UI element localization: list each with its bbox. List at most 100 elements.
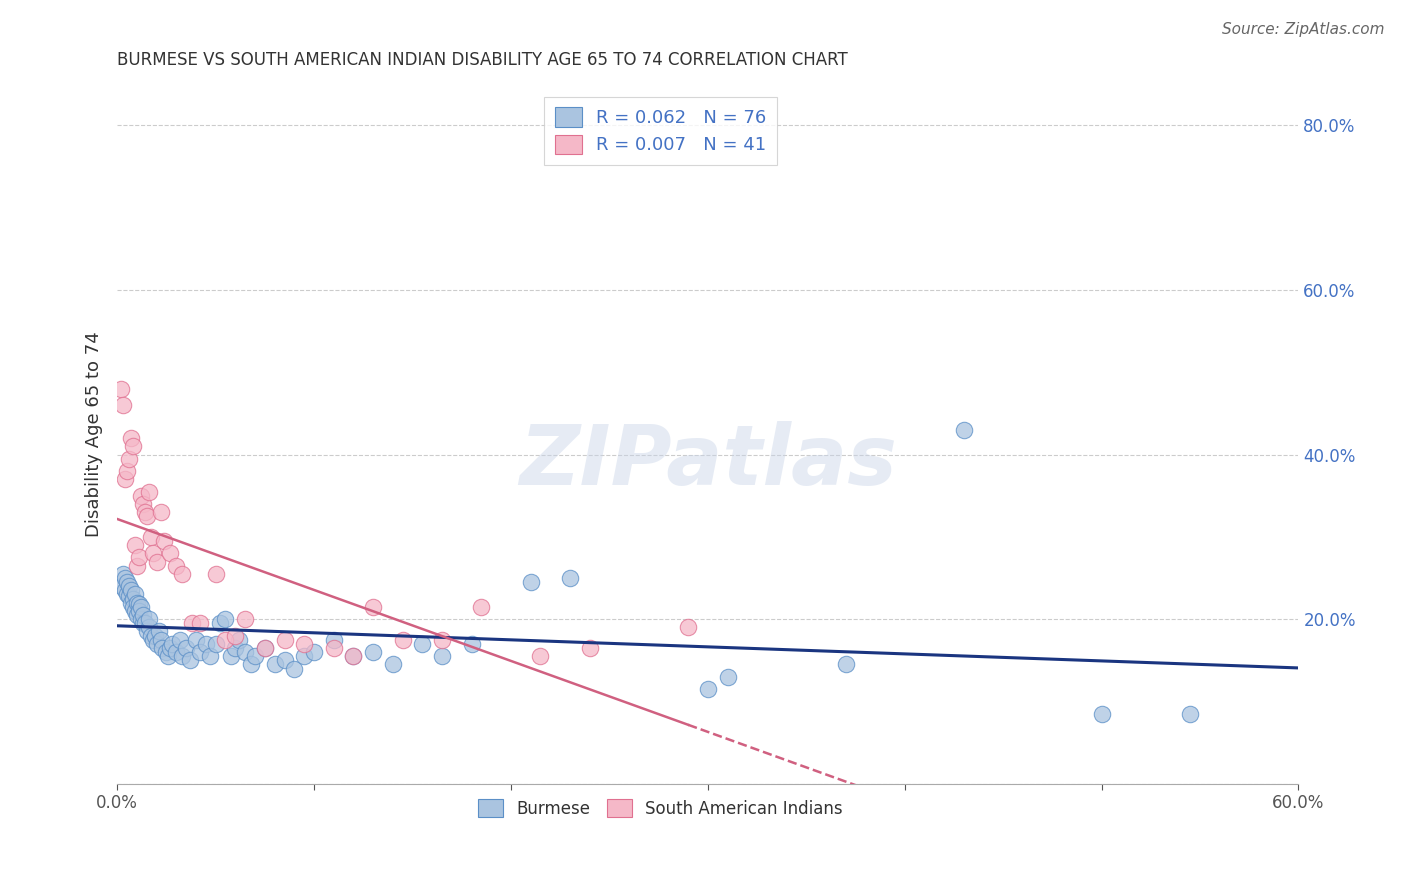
- Point: [143, 629, 166, 643]
- Point: [152, 640, 174, 655]
- Point: [240, 657, 263, 672]
- Point: [145, 554, 167, 568]
- Point: [233, 612, 256, 626]
- Point: [149, 505, 172, 519]
- Point: [134, 505, 156, 519]
- Point: [129, 612, 152, 626]
- Point: [253, 640, 276, 655]
- Point: [112, 566, 135, 581]
- Point: [120, 431, 142, 445]
- Point: [204, 566, 226, 581]
- Point: [112, 398, 135, 412]
- Point: [292, 649, 315, 664]
- Y-axis label: Disability Age 65 to 74: Disability Age 65 to 74: [86, 331, 103, 537]
- Point: [159, 640, 181, 655]
- Point: [132, 607, 155, 622]
- Point: [134, 616, 156, 631]
- Point: [149, 632, 172, 647]
- Point: [411, 637, 433, 651]
- Point: [214, 612, 236, 626]
- Point: [558, 571, 581, 585]
- Point: [128, 550, 150, 565]
- Point: [129, 599, 152, 614]
- Point: [162, 637, 184, 651]
- Point: [120, 596, 142, 610]
- Legend: Burmese, South American Indians: Burmese, South American Indians: [471, 792, 849, 824]
- Point: [263, 657, 285, 672]
- Point: [110, 579, 132, 593]
- Point: [179, 653, 201, 667]
- Point: [169, 632, 191, 647]
- Point: [381, 657, 404, 672]
- Point: [292, 637, 315, 651]
- Point: [676, 620, 699, 634]
- Point: [142, 632, 165, 647]
- Point: [145, 637, 167, 651]
- Point: [155, 645, 177, 659]
- Point: [391, 632, 413, 647]
- Point: [952, 423, 974, 437]
- Point: [118, 579, 141, 593]
- Point: [273, 632, 295, 647]
- Point: [228, 632, 250, 647]
- Point: [114, 571, 136, 585]
- Point: [1180, 706, 1202, 721]
- Point: [135, 624, 157, 639]
- Point: [696, 682, 718, 697]
- Point: [125, 596, 148, 610]
- Point: [430, 649, 453, 664]
- Point: [135, 509, 157, 524]
- Text: BURMESE VS SOUTH AMERICAN INDIAN DISABILITY AGE 65 TO 74 CORRELATION CHART: BURMESE VS SOUTH AMERICAN INDIAN DISABIL…: [117, 51, 848, 69]
- Point: [224, 629, 246, 643]
- Point: [716, 670, 738, 684]
- Point: [138, 484, 160, 499]
- Point: [430, 632, 453, 647]
- Point: [188, 616, 211, 631]
- Point: [138, 612, 160, 626]
- Point: [124, 604, 146, 618]
- Point: [322, 640, 344, 655]
- Point: [120, 583, 142, 598]
- Point: [125, 607, 148, 622]
- Point: [122, 591, 145, 606]
- Point: [204, 637, 226, 651]
- Point: [114, 583, 136, 598]
- Point: [165, 645, 187, 659]
- Point: [322, 632, 344, 647]
- Point: [302, 645, 325, 659]
- Point: [208, 616, 231, 631]
- Point: [157, 649, 180, 664]
- Text: Source: ZipAtlas.com: Source: ZipAtlas.com: [1222, 22, 1385, 37]
- Point: [470, 599, 492, 614]
- Point: [460, 637, 482, 651]
- Point: [214, 632, 236, 647]
- Point: [283, 661, 305, 675]
- Point: [221, 649, 243, 664]
- Point: [115, 575, 138, 590]
- Point: [172, 649, 194, 664]
- Point: [243, 649, 266, 664]
- Point: [122, 599, 145, 614]
- Point: [132, 497, 155, 511]
- Point: [184, 632, 207, 647]
- Point: [273, 653, 295, 667]
- Point: [519, 575, 541, 590]
- Point: [361, 599, 384, 614]
- Point: [578, 640, 600, 655]
- Point: [148, 624, 170, 639]
- Point: [342, 649, 364, 664]
- Point: [128, 604, 150, 618]
- Point: [124, 587, 146, 601]
- Point: [529, 649, 551, 664]
- Point: [132, 616, 155, 631]
- Point: [115, 464, 138, 478]
- Point: [1091, 706, 1114, 721]
- Point: [159, 546, 181, 560]
- Point: [198, 649, 221, 664]
- Point: [110, 382, 132, 396]
- Point: [361, 645, 384, 659]
- Point: [174, 640, 197, 655]
- Point: [139, 629, 162, 643]
- Point: [138, 620, 160, 634]
- Point: [142, 546, 165, 560]
